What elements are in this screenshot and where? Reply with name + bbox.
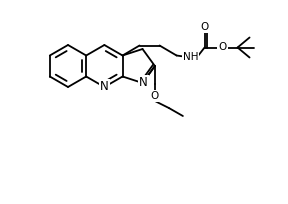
Text: NH: NH (183, 52, 198, 62)
Text: O: O (200, 21, 209, 31)
Text: N: N (100, 81, 109, 93)
Text: O: O (218, 42, 227, 52)
Text: N: N (139, 76, 148, 90)
Text: O: O (151, 91, 159, 101)
